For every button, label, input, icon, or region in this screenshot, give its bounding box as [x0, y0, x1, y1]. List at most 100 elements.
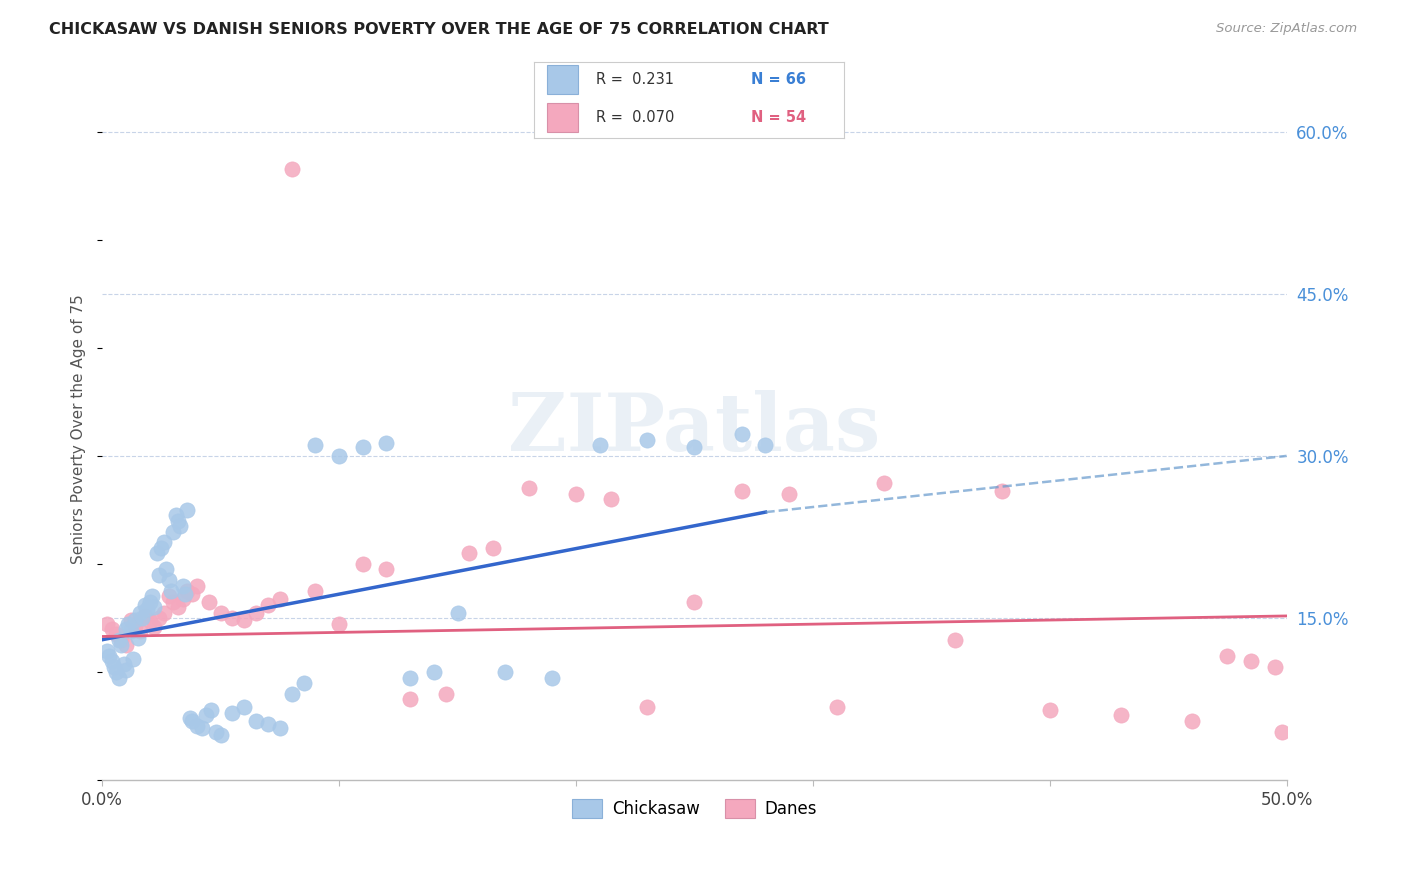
Point	[375, 436, 398, 450]
Point	[181, 587, 204, 601]
Point	[100, 654, 122, 668]
Text: N = 54: N = 54	[751, 111, 806, 125]
Point	[873, 475, 896, 490]
Point	[138, 615, 160, 629]
Point	[257, 717, 280, 731]
Point	[588, 438, 610, 452]
Point	[167, 600, 190, 615]
Point	[143, 600, 166, 615]
Point	[1216, 648, 1239, 663]
Point	[107, 671, 129, 685]
Point	[825, 699, 848, 714]
Point	[157, 590, 180, 604]
Point	[143, 620, 166, 634]
Point	[257, 598, 280, 612]
Point	[636, 433, 658, 447]
Point	[96, 643, 118, 657]
Text: ZIPatlas: ZIPatlas	[509, 390, 880, 468]
Point	[328, 449, 350, 463]
Point	[162, 595, 184, 609]
Point	[1271, 724, 1294, 739]
Point	[494, 665, 516, 680]
Point	[136, 602, 159, 616]
Point	[458, 546, 481, 560]
Point	[991, 483, 1014, 498]
Point	[124, 613, 146, 627]
Point	[200, 703, 222, 717]
Point	[233, 613, 256, 627]
Point	[731, 427, 754, 442]
Point	[517, 481, 540, 495]
Point	[186, 579, 208, 593]
Point	[176, 584, 198, 599]
Point	[176, 503, 198, 517]
Point	[134, 609, 156, 624]
Point	[600, 492, 623, 507]
Point	[105, 627, 128, 641]
Point	[1109, 708, 1132, 723]
Point	[352, 557, 374, 571]
Point	[148, 611, 170, 625]
Point	[150, 541, 173, 555]
Text: R =  0.070: R = 0.070	[596, 111, 675, 125]
Point	[117, 616, 139, 631]
Point	[541, 671, 564, 685]
Point	[209, 728, 232, 742]
Point	[134, 598, 156, 612]
Point	[107, 632, 129, 647]
Point	[943, 632, 966, 647]
Legend: Chickasaw, Danes: Chickasaw, Danes	[565, 792, 824, 825]
Point	[115, 663, 138, 677]
Point	[205, 724, 228, 739]
Point	[304, 584, 326, 599]
Point	[399, 671, 422, 685]
Point	[98, 648, 121, 663]
Point	[181, 714, 204, 728]
Point	[482, 541, 505, 555]
Point	[157, 574, 180, 588]
Point	[778, 487, 800, 501]
Point	[636, 699, 658, 714]
Point	[209, 606, 232, 620]
Point	[269, 591, 291, 606]
Point	[198, 595, 221, 609]
Point	[1181, 714, 1204, 728]
Point	[105, 665, 128, 680]
Point	[731, 483, 754, 498]
Point	[129, 624, 152, 638]
Point	[100, 622, 122, 636]
Point	[195, 708, 218, 723]
Point	[148, 567, 170, 582]
Point	[103, 659, 125, 673]
Point	[292, 676, 315, 690]
Point	[115, 638, 138, 652]
Point	[169, 519, 191, 533]
Point	[127, 631, 149, 645]
Point	[96, 616, 118, 631]
Point	[328, 616, 350, 631]
Point	[280, 687, 302, 701]
Point	[565, 487, 588, 501]
Point	[167, 514, 190, 528]
Point	[172, 591, 194, 606]
Point	[683, 440, 706, 454]
Point	[1039, 703, 1062, 717]
Text: N = 66: N = 66	[751, 72, 806, 87]
Point	[155, 562, 177, 576]
Point	[129, 606, 152, 620]
Point	[112, 657, 135, 671]
Point	[304, 438, 326, 452]
Point	[131, 611, 153, 625]
Point	[172, 579, 194, 593]
Point	[153, 535, 176, 549]
Point	[245, 606, 267, 620]
Point	[434, 687, 457, 701]
Point	[352, 440, 374, 454]
Point	[120, 624, 142, 638]
Text: CHICKASAW VS DANISH SENIORS POVERTY OVER THE AGE OF 75 CORRELATION CHART: CHICKASAW VS DANISH SENIORS POVERTY OVER…	[49, 22, 830, 37]
Text: R =  0.231: R = 0.231	[596, 72, 673, 87]
Point	[269, 722, 291, 736]
Point	[280, 162, 302, 177]
Point	[162, 524, 184, 539]
Point	[138, 595, 160, 609]
